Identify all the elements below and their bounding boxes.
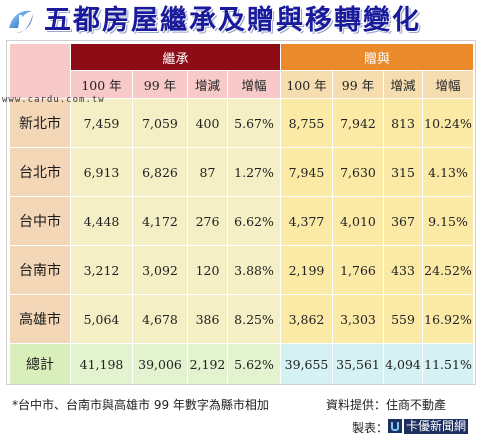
gift-cell: 4,010 xyxy=(333,197,383,245)
gift-cell: 367 xyxy=(384,197,422,245)
total-label: 總計 xyxy=(10,344,70,384)
column-header-gift: 100 年 xyxy=(281,71,332,98)
gift-cell: 16.92% xyxy=(423,295,473,343)
inherit-cell: 6,913 xyxy=(71,148,132,196)
footnote: *台中市、台南市與高雄市 99 年數字為縣市相加 xyxy=(12,398,269,412)
gift-cell: 559 xyxy=(384,295,422,343)
source-note: 資料提供：住商不動產 xyxy=(326,398,447,412)
row-label: 台南市 xyxy=(10,246,70,294)
gift-cell: 7,630 xyxy=(333,148,383,196)
inherit-cell: 276 xyxy=(188,197,227,245)
column-header-inherit: 99 年 xyxy=(133,71,187,98)
row-label: 台中市 xyxy=(10,197,70,245)
inherit-cell: 4,172 xyxy=(133,197,187,245)
gift-cell: 4,377 xyxy=(281,197,332,245)
inherit-cell: 7,059 xyxy=(133,99,187,147)
gift-cell: 813 xyxy=(384,99,422,147)
gift-cell: 3,303 xyxy=(333,295,383,343)
gift-cell: 3,862 xyxy=(281,295,332,343)
total-gift-cell: 11.51% xyxy=(423,344,473,384)
inherit-cell: 4,678 xyxy=(133,295,187,343)
gift-cell: 10.24% xyxy=(423,99,473,147)
group-header-gift: 贈與 xyxy=(281,44,473,70)
row-label: 新北市 xyxy=(10,99,70,147)
column-header-inherit: 增減 xyxy=(188,71,227,98)
total-gift-cell: 39,655 xyxy=(281,344,332,384)
total-inherit-cell: 41,198 xyxy=(71,344,132,384)
group-header-inherit: 繼承 xyxy=(71,44,280,70)
inherit-cell: 5.67% xyxy=(228,99,280,147)
row-label: 台北市 xyxy=(10,148,70,196)
inherit-cell: 8.25% xyxy=(228,295,280,343)
total-inherit-cell: 5.62% xyxy=(228,344,280,384)
column-header-gift: 99 年 xyxy=(333,71,383,98)
inherit-cell: 120 xyxy=(188,246,227,294)
gift-cell: 9.15% xyxy=(423,197,473,245)
inherit-cell: 3.88% xyxy=(228,246,280,294)
inherit-cell: 4,448 xyxy=(71,197,132,245)
gift-cell: 7,945 xyxy=(281,148,332,196)
data-table: 繼承 贈與 100 年 100 年 99 年 99 年增減 增減 增幅 增幅 新北市 7,459 8,… xyxy=(6,40,476,385)
table-corner xyxy=(10,44,70,98)
inherit-cell: 386 xyxy=(188,295,227,343)
total-inherit-cell: 39,006 xyxy=(133,344,187,384)
gift-cell: 2,199 xyxy=(281,246,332,294)
inherit-cell: 6,826 xyxy=(133,148,187,196)
gift-cell: 433 xyxy=(384,246,422,294)
gift-cell: 7,942 xyxy=(333,99,383,147)
inherit-cell: 400 xyxy=(188,99,227,147)
page-title: 五都房屋繼承及贈與移轉變化 xyxy=(44,5,421,36)
inherit-cell: 3,092 xyxy=(133,246,187,294)
total-gift-cell: 4,094 xyxy=(384,344,422,384)
inherit-cell: 1.27% xyxy=(228,148,280,196)
gift-cell: 8,755 xyxy=(281,99,332,147)
inherit-cell: 5,064 xyxy=(71,295,132,343)
brand-name: 卡優新聞網 xyxy=(404,418,469,434)
column-header-gift: 增減 xyxy=(384,71,422,98)
total-inherit-cell: 2,192 xyxy=(188,344,227,384)
gift-cell: 24.52% xyxy=(423,246,473,294)
row-label: 高雄市 xyxy=(10,295,70,343)
site-logo-icon xyxy=(9,10,33,33)
brand-logo-icon xyxy=(388,419,402,433)
gift-cell: 1,766 xyxy=(333,246,383,294)
maker-label: 製表： xyxy=(352,421,389,435)
watermark: www.cardu.com.tw xyxy=(2,95,105,105)
brand-badge: 卡優新聞網 xyxy=(388,418,480,434)
inherit-cell: 6.62% xyxy=(228,197,280,245)
column-header-inherit: 100 年 xyxy=(71,71,132,98)
gift-cell: 4.13% xyxy=(423,148,473,196)
total-gift-cell: 35,561 xyxy=(333,344,383,384)
inherit-cell: 87 xyxy=(188,148,227,196)
column-header-gift: 增幅 xyxy=(423,71,473,98)
inherit-cell: 7,459 xyxy=(71,99,132,147)
gift-cell: 315 xyxy=(384,148,422,196)
inherit-cell: 3,212 xyxy=(71,246,132,294)
column-header-inherit: 增幅 xyxy=(228,71,280,98)
